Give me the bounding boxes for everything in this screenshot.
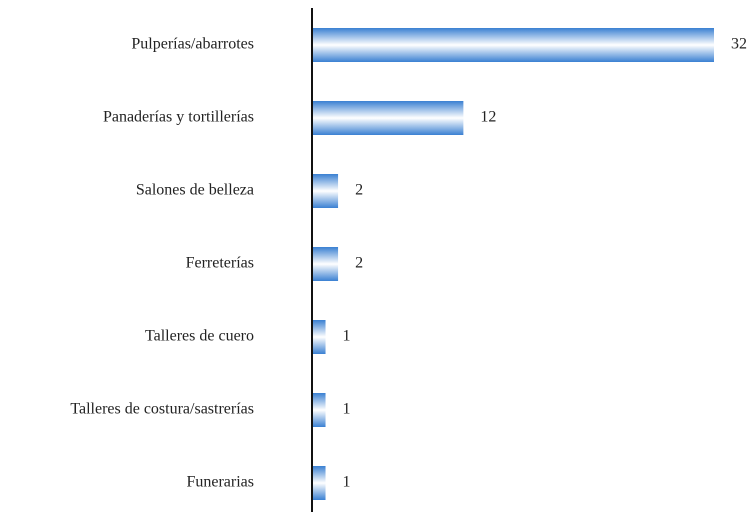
category-label: Panaderías y tortillerías bbox=[103, 109, 254, 126]
bar bbox=[313, 393, 326, 427]
value-label: 1 bbox=[343, 401, 351, 418]
bar bbox=[313, 28, 714, 62]
bar bbox=[313, 247, 339, 281]
value-label: 32 bbox=[731, 36, 747, 53]
category-label: Salones de belleza bbox=[136, 182, 254, 199]
value-label: 12 bbox=[480, 109, 496, 126]
bar bbox=[313, 101, 464, 135]
value-label: 2 bbox=[355, 255, 363, 272]
value-label: 2 bbox=[355, 182, 363, 199]
category-label: Pulperías/abarrotes bbox=[131, 36, 254, 53]
value-label: 1 bbox=[343, 474, 351, 491]
category-label: Talleres de cuero bbox=[145, 328, 254, 345]
bar bbox=[313, 320, 326, 354]
category-label: Funerarias bbox=[186, 474, 254, 491]
bar bbox=[313, 466, 326, 500]
category-label: Ferreterías bbox=[186, 255, 254, 272]
category-label: Talleres de costura/sastrerías bbox=[70, 401, 254, 418]
value-label: 1 bbox=[343, 328, 351, 345]
bar bbox=[313, 174, 339, 208]
